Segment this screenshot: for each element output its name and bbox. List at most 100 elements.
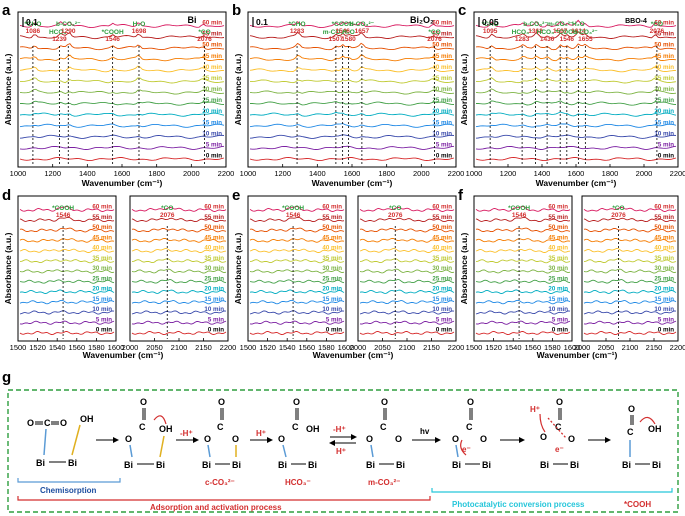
x-tick-label: 1540 (505, 343, 522, 352)
time-label: 50 min (432, 42, 452, 49)
time-label: 60 min (432, 20, 452, 27)
peak-name: HCO₃⁻ (49, 29, 70, 36)
peak-name: *COOH (282, 205, 304, 212)
time-label: 30 min (432, 86, 452, 93)
time-label: 25 min (432, 97, 452, 104)
trace-30-min (583, 268, 677, 274)
time-label: 40 min (202, 64, 222, 71)
atom-o: O (232, 434, 239, 444)
trace-40-min (19, 65, 225, 73)
panel-label-c: c (458, 2, 466, 19)
atom-oh: OH (306, 424, 320, 434)
x-tick-label: 1200 (44, 169, 61, 178)
x-tick-label: 2150 (646, 343, 663, 352)
peak-value: 2076 (197, 36, 212, 43)
trace-40-min (131, 248, 226, 253)
trace-50-min (475, 43, 677, 51)
time-label: 40 min (204, 245, 224, 252)
atom-o: O (27, 418, 34, 428)
time-label: 60 min (322, 204, 342, 211)
x-tick-label: 2200 (670, 343, 685, 352)
x-tick-label: 1520 (259, 343, 276, 352)
trace-30-min (475, 269, 571, 274)
time-label: 35 min (432, 255, 452, 262)
atom-o: O (480, 434, 487, 444)
trace-35-min (476, 259, 571, 264)
trace-25-min (249, 279, 345, 284)
x-tick-label: 2000 (183, 169, 200, 178)
trace-10-min (583, 310, 677, 315)
trace-45-min (475, 238, 571, 243)
trace-35-min (250, 259, 345, 264)
step-protonation-1: H⁺ (256, 429, 266, 438)
peak-name: H₂O (572, 21, 585, 28)
trace-40-min (19, 248, 114, 253)
x-tick-label: 2000 (122, 343, 139, 352)
atom-oh: OH (80, 414, 94, 424)
atom-o: O (568, 434, 575, 444)
time-label: 15 min (432, 296, 452, 303)
peak-value: 1614 (571, 28, 586, 35)
peak-name: H₂O (133, 21, 146, 28)
adsorption-process-label: Adsorption and activation process (150, 503, 282, 512)
species-c-co3: c-CO₃²⁻ (205, 478, 235, 487)
peak-value: 1546 (512, 212, 527, 219)
trace-25-min (476, 100, 677, 106)
trace-20-min (475, 111, 677, 117)
time-label: 20 min (548, 286, 568, 293)
atom-bi: Bi (232, 460, 241, 470)
time-label: 20 min (202, 108, 222, 115)
time-label: 35 min (654, 75, 674, 82)
time-label: 15 min (204, 296, 224, 303)
trace-60-min (475, 19, 677, 28)
time-label: 45 min (548, 234, 568, 241)
atom-o: O (366, 434, 373, 444)
x-tick-label: 1560 (298, 343, 315, 352)
time-label: 60 min (548, 204, 568, 211)
trace-15-min (19, 299, 115, 305)
time-label: 50 min (548, 224, 568, 231)
time-label: 30 min (654, 265, 674, 272)
time-label: 45 min (432, 234, 452, 241)
time-label: 30 min (654, 86, 674, 93)
x-tick-label: 2200 (220, 343, 237, 352)
peak-value: 2076 (611, 212, 626, 219)
electron-label: e⁻ (555, 445, 564, 454)
trace-50-min (249, 42, 455, 51)
time-label: 5 min (552, 316, 568, 323)
atom-o: O (125, 434, 132, 444)
x-tick-label: 1560 (68, 343, 85, 352)
x-tick-label: 1000 (10, 169, 27, 178)
atom-bi: Bi (308, 460, 317, 470)
atom-bi: Bi (202, 460, 211, 470)
time-label: 30 min (92, 265, 112, 272)
x-tick-label: 1540 (279, 343, 296, 352)
atom-o: O (293, 397, 300, 407)
step-deprotonation-2: -H⁺ (333, 425, 346, 434)
atom-c: C (555, 422, 562, 432)
x-tick-label: 1600 (564, 343, 581, 352)
trace-50-min (475, 227, 571, 233)
trace-40-min (359, 248, 454, 253)
molecule-protonated: H⁺ O C O O e⁻ Bi Bi (530, 397, 579, 470)
trace-15-min (249, 299, 345, 305)
atom-c: C (292, 422, 299, 432)
trace-5-min (249, 145, 455, 150)
species-m-co3: m-CO₃²⁻ (368, 478, 400, 487)
time-label: 40 min (654, 245, 674, 252)
trace-10-min (359, 310, 455, 315)
x-axis-title: Wavenumber (cm⁻¹) (82, 178, 163, 188)
trace-50-min (583, 227, 677, 233)
x-tick-label: 1400 (309, 169, 326, 178)
x-axis-title: Wavenumber (cm⁻¹) (313, 350, 394, 360)
peak-name: HCO₃⁻ (512, 29, 533, 36)
time-label: 20 min (654, 286, 674, 293)
trace-10-min (249, 134, 455, 139)
time-label: 55 min (204, 214, 224, 221)
trace-60-min (475, 206, 571, 212)
time-label: 5 min (658, 141, 674, 148)
x-tick-label: 2050 (598, 343, 615, 352)
trace-15-min (475, 123, 677, 128)
x-axis-title: Wavenumber (cm⁻¹) (537, 350, 618, 360)
